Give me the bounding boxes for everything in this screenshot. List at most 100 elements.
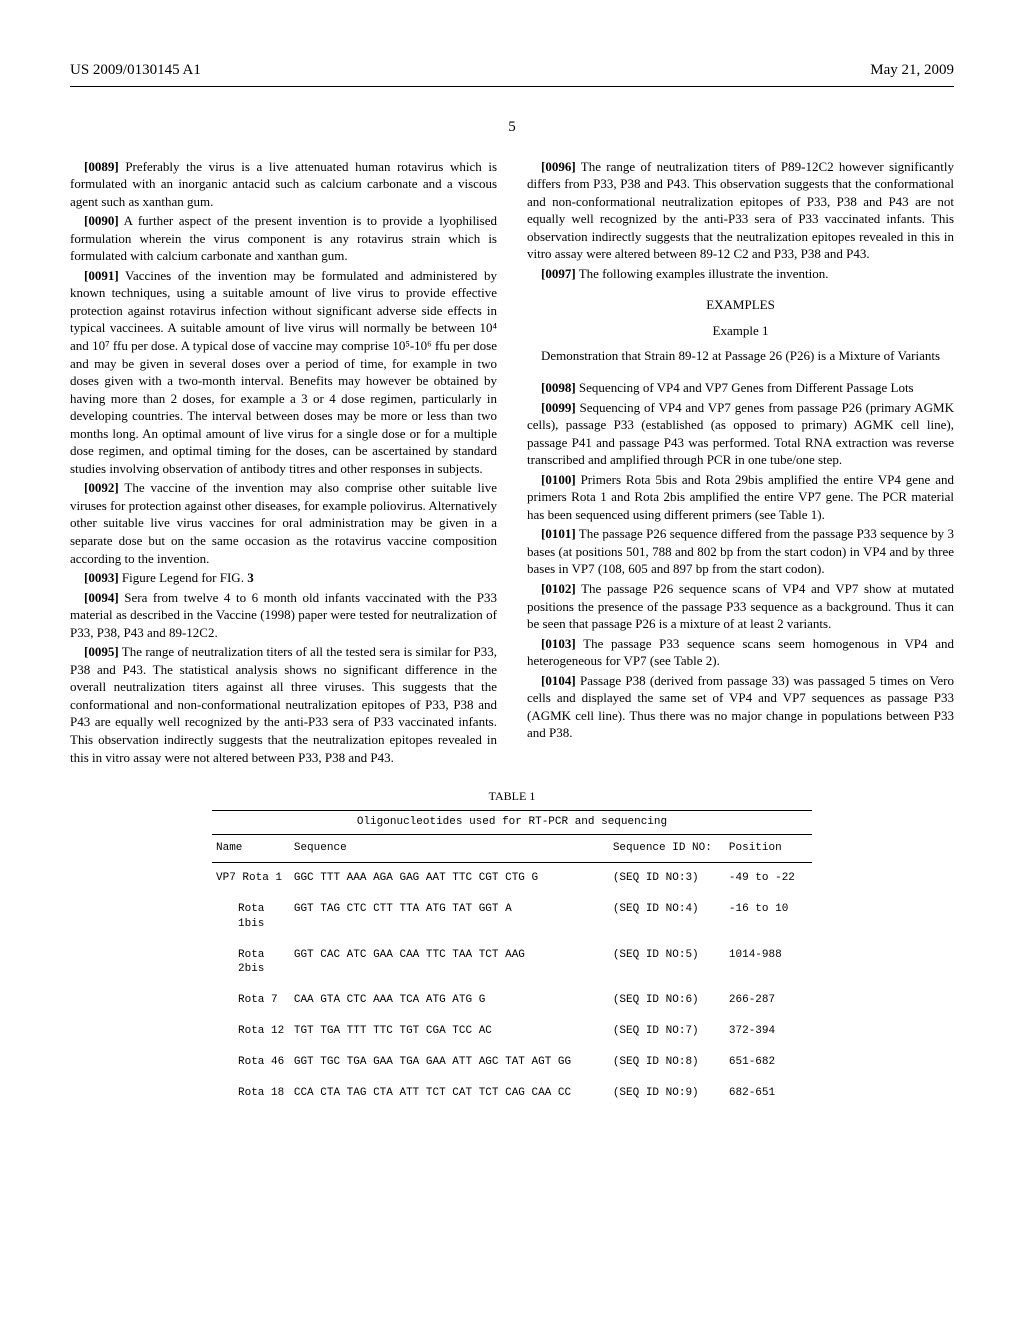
page-number: 5: [70, 117, 954, 137]
cell-name: Rota 46: [212, 1047, 290, 1078]
paragraph: [0096] The range of neutralization titer…: [527, 158, 954, 263]
table-row: Rota 1bisGGT TAG CTC CTT TTA ATG TAT GGT…: [212, 894, 812, 940]
table-1-caption: TABLE 1: [70, 788, 954, 804]
page-header: US 2009/0130145 A1 May 21, 2009: [70, 60, 954, 80]
paragraph: [0104] Passage P38 (derived from passage…: [527, 672, 954, 742]
para-text: The passage P26 sequence differed from t…: [527, 526, 954, 576]
para-number: [0099]: [541, 400, 576, 415]
cell-sequence: CAA GTA CTC AAA TCA ATG ATG G: [290, 985, 609, 1016]
table-1-title: Oligonucleotides used for RT-PCR and seq…: [212, 810, 812, 835]
para-number: [0094]: [84, 590, 119, 605]
header-rule: [70, 86, 954, 87]
para-number: [0098]: [541, 380, 576, 395]
para-text: The passage P26 sequence scans of VP4 an…: [527, 581, 954, 631]
para-text: The range of neutralization titers of al…: [70, 644, 497, 764]
para-number: [0104]: [541, 673, 576, 688]
para-text: Vaccines of the invention may be formula…: [70, 268, 497, 476]
table-row: Rota 2bisGGT CAC ATC GAA CAA TTC TAA TCT…: [212, 940, 812, 986]
para-number: [0103]: [541, 636, 576, 651]
right-column: [0096] The range of neutralization titer…: [527, 158, 954, 769]
cell-sequence: GGT TAG CTC CTT TTA ATG TAT GGT A: [290, 894, 609, 940]
paragraph: [0101] The passage P26 sequence differed…: [527, 525, 954, 578]
cell-seqid: (SEQ ID NO:7): [609, 1016, 725, 1047]
table-row: Rota 18CCA CTA TAG CTA ATT TCT CAT TCT C…: [212, 1078, 812, 1109]
para-number: [0090]: [84, 213, 119, 228]
para-number: [0102]: [541, 581, 576, 596]
paragraph: [0103] The passage P33 sequence scans se…: [527, 635, 954, 670]
para-text: The range of neutralization titers of P8…: [527, 159, 954, 262]
para-text: The passage P33 sequence scans seem homo…: [527, 636, 954, 669]
cell-seqid: (SEQ ID NO:6): [609, 985, 725, 1016]
col-header-sequence: Sequence: [290, 835, 609, 862]
para-text: Sequencing of VP4 and VP7 Genes from Dif…: [579, 380, 914, 395]
oligonucleotide-table: Name Sequence Sequence ID NO: Position V…: [212, 835, 812, 1108]
paragraph: [0091] Vaccines of the invention may be …: [70, 267, 497, 478]
cell-name: Rota 2bis: [212, 940, 290, 986]
paragraph: [0099] Sequencing of VP4 and VP7 genes f…: [527, 399, 954, 469]
cell-position: -16 to 10: [725, 894, 812, 940]
para-text: A further aspect of the present inventio…: [70, 213, 497, 263]
col-header-seqid: Sequence ID NO:: [609, 835, 725, 862]
para-number: [0101]: [541, 526, 576, 541]
para-text: Figure Legend for FIG. 3: [122, 570, 254, 585]
para-number: [0089]: [84, 159, 119, 174]
cell-sequence: GGT TGC TGA GAA TGA GAA ATT AGC TAT AGT …: [290, 1047, 609, 1078]
paragraph: [0097] The following examples illustrate…: [527, 265, 954, 283]
cell-seqid: (SEQ ID NO:4): [609, 894, 725, 940]
cell-sequence: TGT TGA TTT TTC TGT CGA TCC AC: [290, 1016, 609, 1047]
para-text: Sera from twelve 4 to 6 month old infant…: [70, 590, 497, 640]
cell-seqid: (SEQ ID NO:9): [609, 1078, 725, 1109]
cell-seqid: (SEQ ID NO:8): [609, 1047, 725, 1078]
col-header-position: Position: [725, 835, 812, 862]
para-number: [0093]: [84, 570, 119, 585]
para-text: Primers Rota 5bis and Rota 29bis amplifi…: [527, 472, 954, 522]
paragraph: [0090] A further aspect of the present i…: [70, 212, 497, 265]
para-number: [0092]: [84, 480, 119, 495]
cell-position: -49 to -22: [725, 862, 812, 893]
para-number: [0095]: [84, 644, 119, 659]
para-number: [0097]: [541, 266, 576, 281]
paragraph: [0093] Figure Legend for FIG. 3: [70, 569, 497, 587]
para-text: Sequencing of VP4 and VP7 genes from pas…: [527, 400, 954, 468]
table-row: Rota 12TGT TGA TTT TTC TGT CGA TCC AC(SE…: [212, 1016, 812, 1047]
table-row: VP7 Rota 1GGC TTT AAA AGA GAG AAT TTC CG…: [212, 862, 812, 893]
examples-heading: EXAMPLES: [527, 296, 954, 314]
paragraph: [0089] Preferably the virus is a live at…: [70, 158, 497, 211]
paragraph: [0098] Sequencing of VP4 and VP7 Genes f…: [527, 379, 954, 397]
example-1-title: Demonstration that Strain 89-12 at Passa…: [527, 347, 954, 365]
para-text: Passage P38 (derived from passage 33) wa…: [527, 673, 954, 741]
cell-name: Rota 18: [212, 1078, 290, 1109]
cell-name: Rota 1bis: [212, 894, 290, 940]
paragraph: [0100] Primers Rota 5bis and Rota 29bis …: [527, 471, 954, 524]
para-text: The vaccine of the invention may also co…: [70, 480, 497, 565]
cell-sequence: CCA CTA TAG CTA ATT TCT CAT TCT CAG CAA …: [290, 1078, 609, 1109]
para-text: Preferably the virus is a live attenuate…: [70, 159, 497, 209]
publication-date: May 21, 2009: [870, 60, 954, 80]
cell-sequence: GGT CAC ATC GAA CAA TTC TAA TCT AAG: [290, 940, 609, 986]
two-column-layout: [0089] Preferably the virus is a live at…: [70, 158, 954, 769]
cell-position: 266-287: [725, 985, 812, 1016]
cell-sequence: GGC TTT AAA AGA GAG AAT TTC CGT CTG G: [290, 862, 609, 893]
publication-number: US 2009/0130145 A1: [70, 60, 201, 80]
example-1-heading: Example 1: [527, 322, 954, 340]
paragraph: [0092] The vaccine of the invention may …: [70, 479, 497, 567]
para-number: [0100]: [541, 472, 576, 487]
cell-name: Rota 7: [212, 985, 290, 1016]
para-number: [0091]: [84, 268, 119, 283]
table-header-row: Name Sequence Sequence ID NO: Position: [212, 835, 812, 862]
cell-position: 682-651: [725, 1078, 812, 1109]
cell-name: Rota 12: [212, 1016, 290, 1047]
cell-seqid: (SEQ ID NO:5): [609, 940, 725, 986]
table-row: Rota 46GGT TGC TGA GAA TGA GAA ATT AGC T…: [212, 1047, 812, 1078]
para-text: The following examples illustrate the in…: [579, 266, 829, 281]
cell-position: 372-394: [725, 1016, 812, 1047]
left-column: [0089] Preferably the virus is a live at…: [70, 158, 497, 769]
table-1: Oligonucleotides used for RT-PCR and seq…: [212, 810, 812, 1108]
cell-name: VP7 Rota 1: [212, 862, 290, 893]
cell-position: 651-682: [725, 1047, 812, 1078]
para-number: [0096]: [541, 159, 576, 174]
paragraph: [0102] The passage P26 sequence scans of…: [527, 580, 954, 633]
cell-seqid: (SEQ ID NO:3): [609, 862, 725, 893]
paragraph: [0094] Sera from twelve 4 to 6 month old…: [70, 589, 497, 642]
cell-position: 1014-988: [725, 940, 812, 986]
